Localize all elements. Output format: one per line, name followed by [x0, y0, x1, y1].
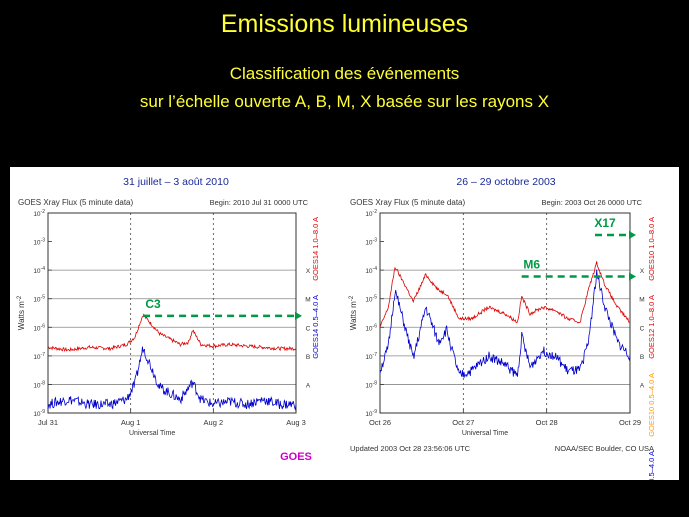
- xtick-label: Oct 29: [619, 418, 641, 427]
- xray-flux-figure: 31 juillet – 3 août 2010 GOES Xray Flux (…: [17, 176, 656, 515]
- chart-2: 26 – 29 octobre 2003 GOES Xray Flux (5 mi…: [349, 176, 656, 515]
- class-letter: M: [305, 297, 310, 304]
- series-label: GOES14 0.5–4.0 A: [311, 295, 320, 359]
- ytick-label: 10-8: [365, 380, 377, 389]
- ytick-label: 10-3: [33, 238, 45, 247]
- xtick-label: Aug 2: [204, 418, 224, 427]
- series-label: GOES10 0.5–4.0 A: [647, 373, 656, 437]
- series-label: GOES12 0.5–4.0 A: [647, 451, 656, 480]
- figure-panel: 31 juillet – 3 août 2010 GOES Xray Flux (…: [10, 167, 679, 515]
- series-line-short: [379, 269, 631, 379]
- xtick-label: Aug 3: [286, 418, 306, 427]
- class-letter: B: [306, 354, 310, 361]
- ytick-label: 10-6: [365, 323, 377, 332]
- ytick-label: 10-2: [365, 209, 377, 218]
- class-letter: B: [640, 354, 644, 361]
- ytick-label: 10-5: [365, 295, 377, 304]
- x-axis-label: Universal Time: [462, 430, 508, 437]
- class-letter: A: [306, 382, 311, 389]
- plot-frame: [47, 212, 297, 414]
- slide-subtitle-line2: sur l’échelle ouverte A, B, M, X basée s…: [139, 92, 550, 111]
- class-letter: X: [640, 268, 645, 275]
- ytick-label: 10-7: [365, 352, 377, 361]
- xtick-label: Oct 27: [452, 418, 474, 427]
- footer-source: NOAA/SEC Boulder, CO USA: [555, 444, 654, 453]
- annotation-arrowhead: [629, 272, 636, 281]
- class-letter: X: [306, 268, 311, 275]
- plot-title: GOES Xray Flux (5 minute data): [350, 198, 465, 207]
- xtick-label: Jul 31: [38, 418, 58, 427]
- plot-title: GOES Xray Flux (5 minute data): [18, 198, 133, 207]
- goes-label: GOES: [280, 451, 312, 463]
- class-letter: C: [306, 325, 311, 332]
- chart-heading: 26 – 29 octobre 2003: [456, 176, 555, 188]
- y-axis-label: Watts m-2: [17, 295, 26, 330]
- slide-title: Emissions lumineuses: [220, 10, 469, 38]
- chart-heading: 31 juillet – 3 août 2010: [123, 176, 229, 188]
- ytick-label: 10-4: [33, 266, 45, 275]
- ytick-label: 10-3: [365, 238, 377, 247]
- footer-updated: Updated 2003 Oct 28 23:56:06 UTC: [350, 444, 471, 453]
- ytick-label: 10-4: [365, 266, 377, 275]
- class-letter: C: [640, 325, 645, 332]
- series-label: GOES10 1.0–8.0 A: [647, 217, 656, 281]
- ytick-label: 10-2: [33, 209, 45, 218]
- x-axis-label: Universal Time: [129, 430, 175, 437]
- begin-label: Begin: 2003 Oct 26 0000 UTC: [542, 198, 643, 207]
- annotation-label: X17: [594, 216, 616, 230]
- chart-1: 31 juillet – 3 août 2010 GOES Xray Flux (…: [17, 176, 320, 437]
- class-letter: M: [639, 297, 644, 304]
- xtick-label: Aug 1: [121, 418, 141, 427]
- xtick-label: Oct 28: [536, 418, 558, 427]
- xtick-label: Oct 26: [369, 418, 391, 427]
- ytick-label: 10-9: [33, 409, 45, 418]
- begin-label: Begin: 2010 Jul 31 0000 UTC: [210, 198, 309, 207]
- class-letter: A: [640, 382, 645, 389]
- annotation-label: C3: [145, 297, 161, 311]
- series-label: GOES14 1.0–8.0 A: [311, 217, 320, 281]
- plot-frame: [379, 212, 631, 414]
- series-line-long: [47, 313, 297, 352]
- series-label: GOES12 1.0–8.0 A: [647, 295, 656, 359]
- ytick-label: 10-6: [33, 323, 45, 332]
- slide-subtitle-line1: Classification des événements: [229, 64, 460, 83]
- ytick-label: 10-7: [33, 352, 45, 361]
- series-line-short: [47, 346, 297, 411]
- y-axis-label: Watts m-2: [349, 295, 358, 330]
- annotation-arrowhead: [629, 230, 636, 239]
- ytick-label: 10-5: [33, 295, 45, 304]
- annotation-label: M6: [523, 257, 540, 271]
- annotation-arrowhead: [295, 311, 302, 320]
- ytick-label: 10-9: [365, 409, 377, 418]
- series-line-long: [379, 261, 631, 327]
- ytick-label: 10-8: [33, 380, 45, 389]
